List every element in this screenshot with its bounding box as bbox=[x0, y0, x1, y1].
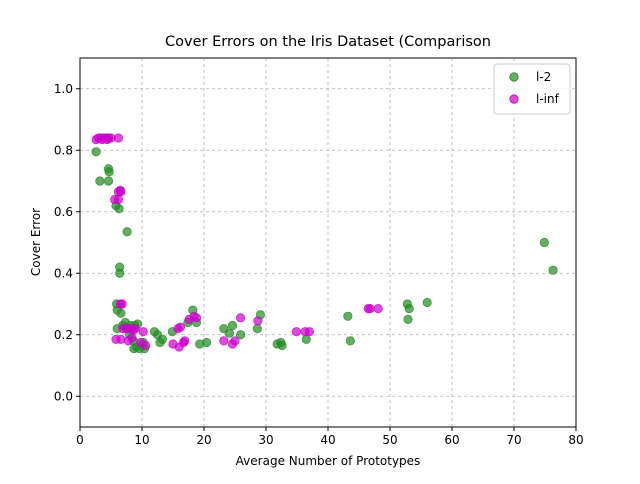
data-point bbox=[136, 337, 146, 348]
x-axis-label: Average Number of Prototypes bbox=[235, 454, 421, 468]
data-point bbox=[127, 333, 137, 343]
data-point bbox=[180, 336, 190, 346]
y-tick-label: 0.2 bbox=[54, 328, 73, 342]
data-point bbox=[117, 299, 127, 309]
data-point bbox=[104, 167, 114, 177]
data-point bbox=[116, 308, 126, 318]
data-point bbox=[122, 227, 132, 237]
data-point bbox=[343, 311, 353, 321]
data-point bbox=[301, 334, 311, 344]
x-tick-label: 20 bbox=[196, 433, 211, 447]
series-l-inf bbox=[91, 133, 383, 352]
data-point bbox=[252, 323, 262, 334]
data-point bbox=[235, 330, 246, 340]
x-tick-label: 50 bbox=[382, 433, 397, 447]
x-tick-label: 70 bbox=[506, 433, 521, 447]
data-point bbox=[113, 194, 124, 205]
x-tick-label: 80 bbox=[568, 433, 583, 447]
data-point bbox=[291, 327, 301, 337]
data-point bbox=[373, 304, 383, 314]
data-point bbox=[175, 322, 186, 332]
x-tick-label: 30 bbox=[258, 433, 273, 447]
data-point bbox=[345, 336, 355, 346]
data-point bbox=[422, 297, 432, 308]
data-point bbox=[235, 313, 246, 323]
y-tick-label: 0.6 bbox=[54, 205, 73, 219]
data-point bbox=[91, 147, 101, 157]
y-tick-label: 0.0 bbox=[54, 389, 73, 403]
data-point bbox=[304, 327, 314, 337]
data-point bbox=[116, 334, 126, 344]
data-point bbox=[219, 336, 229, 346]
data-point bbox=[230, 336, 240, 346]
data-point bbox=[539, 237, 549, 248]
data-point bbox=[224, 328, 235, 338]
data-point bbox=[403, 314, 413, 324]
data-point bbox=[128, 325, 138, 335]
x-tick-label: 60 bbox=[444, 433, 459, 447]
y-tick-label: 0.4 bbox=[54, 266, 73, 280]
data-point bbox=[365, 304, 375, 314]
x-tick-label: 0 bbox=[76, 433, 84, 447]
data-points bbox=[91, 133, 558, 354]
series-l-2 bbox=[91, 147, 558, 354]
data-point bbox=[103, 176, 114, 186]
y-axis-label: Cover Error bbox=[29, 207, 43, 277]
data-point bbox=[201, 337, 212, 348]
x-tick-label: 10 bbox=[134, 433, 149, 447]
legend-label: l-inf bbox=[536, 92, 560, 106]
data-point bbox=[191, 313, 202, 323]
data-point bbox=[114, 204, 124, 214]
data-point bbox=[95, 176, 105, 186]
legend: l-2 l-inf bbox=[493, 63, 571, 115]
chart-title: Cover Errors on the Iris Dataset (Compar… bbox=[165, 34, 491, 50]
data-point bbox=[548, 265, 558, 275]
axis-ticks: 0 10 20 30 40 50 60 70 80 0.0 0.2 0.4 0.6 0.8 1.0 bbox=[54, 82, 584, 447]
data-point bbox=[253, 316, 263, 326]
data-point bbox=[227, 320, 238, 331]
legend-marker bbox=[509, 94, 519, 104]
legend-label: l-2 bbox=[536, 70, 551, 84]
legend-marker bbox=[509, 72, 519, 82]
data-point bbox=[138, 327, 148, 337]
data-point bbox=[157, 334, 168, 344]
data-point bbox=[113, 133, 124, 143]
data-point bbox=[113, 187, 124, 197]
legend-box bbox=[493, 63, 571, 115]
data-point bbox=[115, 268, 125, 278]
y-tick-label: 0.8 bbox=[54, 143, 73, 157]
x-tick-label: 40 bbox=[320, 433, 335, 447]
data-point bbox=[404, 304, 414, 314]
data-point bbox=[277, 340, 287, 351]
y-tick-label: 1.0 bbox=[54, 82, 73, 96]
data-point bbox=[102, 134, 112, 145]
